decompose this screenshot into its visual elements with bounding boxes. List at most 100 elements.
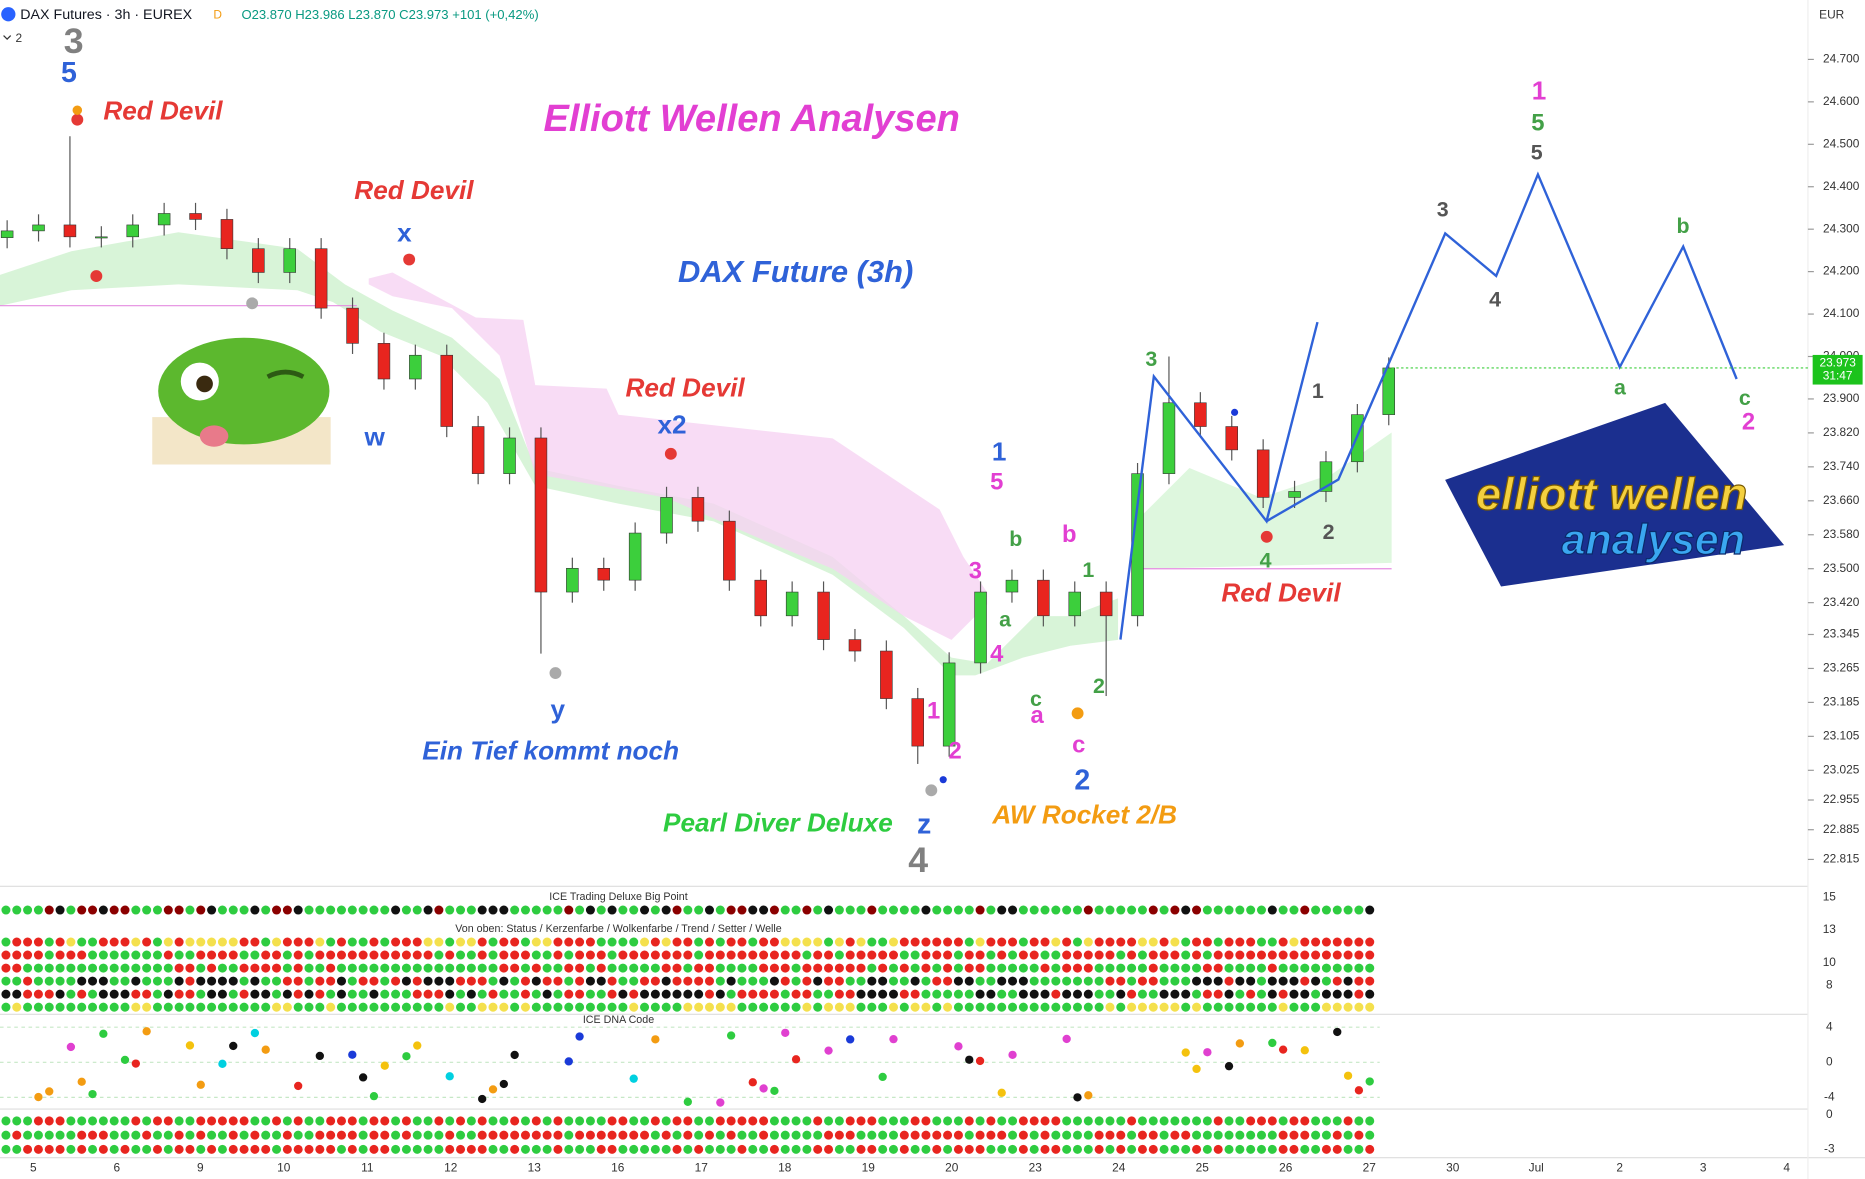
x-tick-label: 10 — [277, 1160, 291, 1174]
indicator-dot — [759, 1130, 769, 1140]
indicator-dot — [1083, 1116, 1093, 1126]
indicator-dot — [845, 1144, 855, 1154]
indicator-dot — [1008, 950, 1018, 960]
indicator-dot — [272, 1116, 282, 1126]
indicator-dot — [434, 950, 444, 960]
indicator-dot — [282, 989, 292, 999]
indicator-dot — [1300, 1002, 1310, 1012]
indicator-dot — [423, 950, 433, 960]
indicator-dot — [953, 1116, 963, 1126]
indicator-dot — [672, 1130, 682, 1140]
indicator-dot — [1365, 1002, 1375, 1012]
indicator-dot — [694, 976, 704, 986]
indicator-dot — [1, 905, 11, 915]
indicator-dot — [531, 976, 541, 986]
indicator-dot — [1170, 1116, 1180, 1126]
indicator-dot — [585, 905, 595, 915]
indicator-dot — [1192, 937, 1202, 947]
indicator-dot — [824, 963, 834, 973]
indicator-dot — [824, 989, 834, 999]
indicator-dot — [423, 1130, 433, 1140]
indicator-dot — [1289, 963, 1299, 973]
indicator-dot — [1051, 1130, 1061, 1140]
signal-dot — [246, 297, 259, 310]
indicator-dot — [510, 1116, 520, 1126]
indicator-dot — [1072, 1144, 1083, 1154]
indicator-dot — [1365, 989, 1375, 999]
indicator-dot — [196, 950, 206, 960]
indicator-dot — [1, 1116, 11, 1126]
indicator-dot — [1224, 937, 1234, 947]
indicator-dot — [1267, 905, 1277, 915]
pane-tick-label: 15 — [1823, 890, 1837, 904]
indicator-dot — [33, 905, 43, 915]
indicator-dot — [336, 989, 347, 999]
indicator-dot — [564, 1002, 574, 1012]
indicator-dot — [477, 1116, 487, 1126]
indicator-dot — [585, 989, 595, 999]
indicator-dot — [23, 937, 33, 947]
indicator-dot — [531, 963, 541, 973]
indicator-dot — [1311, 989, 1321, 999]
dna-dot — [348, 1050, 357, 1059]
indicator-dot — [510, 1130, 520, 1140]
wave-annotation: 5 — [1531, 141, 1543, 165]
indicator-dot — [899, 1144, 909, 1154]
indicator-dot — [1354, 989, 1364, 999]
indicator-dot — [1246, 950, 1256, 960]
indicator-dot — [1040, 937, 1050, 947]
indicator-dot — [304, 1144, 314, 1154]
collapse-icon[interactable] — [3, 35, 12, 40]
indicator-dot — [131, 1116, 141, 1126]
indicator-dot — [282, 950, 292, 960]
x-tick-label: 12 — [444, 1160, 457, 1174]
symbol-name: DAX Futures · 3h · EUREX — [20, 7, 192, 23]
indicator-dot — [33, 1002, 43, 1012]
indicator-dot — [488, 937, 498, 947]
dna-dot — [726, 1031, 736, 1040]
indicator-dot — [196, 976, 206, 986]
indicator-dot — [423, 1144, 433, 1154]
indicator-dot — [23, 1144, 33, 1154]
indicator-dot — [293, 905, 303, 915]
indicator-dot — [261, 989, 271, 999]
indicator-dot — [412, 1002, 422, 1012]
layout-count[interactable]: 2 — [15, 31, 22, 45]
y-tick-label: 23.900 — [1823, 391, 1860, 405]
indicator-dot — [358, 963, 368, 973]
indicator-dot — [888, 905, 899, 915]
indicator-dot — [1256, 905, 1267, 915]
x-tick-label: 2 — [1616, 1160, 1623, 1174]
indicator-dot — [488, 905, 498, 915]
indicator-dot — [888, 950, 899, 960]
indicator-dot — [1062, 976, 1072, 986]
indicator-dot — [791, 963, 801, 973]
wave-annotation: 3 — [1437, 198, 1449, 222]
indicator-dot — [759, 905, 769, 915]
indicator-dot — [163, 905, 173, 915]
indicator-dot — [1235, 1002, 1245, 1012]
indicator-dot — [250, 989, 260, 999]
indicator-dot — [66, 1130, 76, 1140]
indicator-dot — [1267, 1130, 1277, 1140]
indicator-dot — [1267, 1002, 1277, 1012]
indicator-dot — [672, 989, 682, 999]
indicator-dot — [618, 976, 628, 986]
indicator-dot — [888, 1116, 899, 1126]
indicator-dot — [564, 937, 574, 947]
indicator-dot — [1083, 1144, 1093, 1154]
indicator-dot — [737, 1002, 747, 1012]
indicator-dot — [174, 1144, 184, 1154]
indicator-dot — [640, 905, 650, 915]
indicator-dot — [445, 1116, 455, 1126]
indicator-dot — [769, 1130, 779, 1140]
indicator-dot — [55, 1002, 65, 1012]
indicator-dot — [683, 937, 693, 947]
indicator-dot — [1094, 905, 1104, 915]
indicator-dot — [282, 1144, 292, 1154]
indicator-dot — [185, 937, 195, 947]
indicator-dot — [553, 989, 563, 999]
indicator-dot — [1300, 1116, 1310, 1126]
indicator-dot — [412, 1130, 422, 1140]
indicator-dot — [1040, 1116, 1050, 1126]
